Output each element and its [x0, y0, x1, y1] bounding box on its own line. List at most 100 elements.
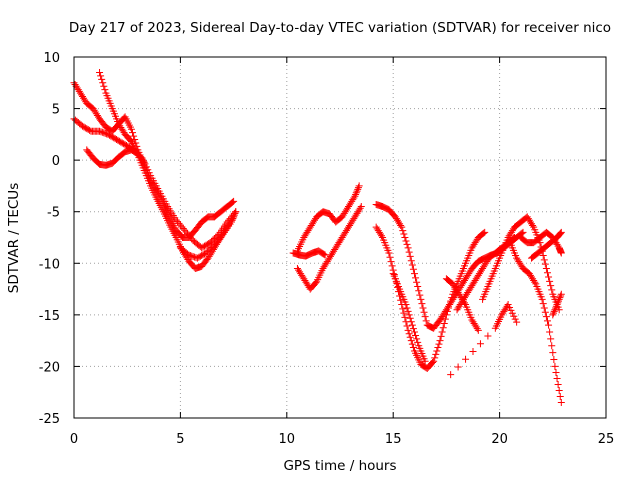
data-point [508, 309, 516, 317]
x-tick-labels: 0 5 10 15 20 25 [70, 432, 614, 447]
data-point [103, 130, 111, 138]
data-point [113, 136, 121, 144]
data-point [418, 300, 426, 308]
data-point [484, 332, 492, 340]
data-point [127, 125, 135, 133]
data-point [556, 393, 564, 401]
data-point [403, 322, 411, 330]
y-tick-label: 5 [52, 103, 60, 118]
data-point [399, 227, 407, 235]
data-point [354, 184, 362, 192]
data-point [441, 315, 449, 323]
data-point [189, 253, 197, 261]
data-point [320, 250, 328, 258]
y-tick-label: 0 [52, 154, 60, 169]
data-point [510, 234, 518, 241]
data-point [98, 75, 106, 83]
chart-title: Day 217 of 2023, Sidereal Day-to-day VTE… [69, 20, 611, 36]
data-point [445, 304, 453, 312]
data-point [98, 128, 106, 136]
data-point [210, 241, 218, 249]
data-point [404, 326, 412, 334]
data-point [401, 313, 409, 321]
data-point [541, 308, 549, 316]
data-point [408, 340, 416, 348]
data-point [397, 221, 405, 229]
data-point [557, 228, 565, 236]
data-point [230, 197, 238, 205]
data-point [387, 258, 395, 266]
data-point [218, 232, 226, 240]
data-point [388, 262, 396, 270]
x-tick-label: 25 [598, 432, 615, 447]
series-track-7 [293, 203, 365, 293]
data-point [554, 380, 562, 388]
series-track-8 [289, 247, 329, 260]
data-point [229, 215, 237, 223]
data-point [415, 287, 423, 295]
data-point [447, 297, 455, 305]
data-point [185, 231, 193, 239]
data-point [557, 229, 565, 237]
data-point [480, 229, 488, 237]
data-point [550, 307, 558, 315]
data-point [193, 254, 201, 262]
data-point [421, 313, 429, 321]
x-tick-label: 20 [491, 432, 508, 447]
data-point [232, 208, 240, 216]
data-point [410, 328, 418, 336]
data-point [547, 335, 555, 343]
series-track-16 [517, 228, 565, 257]
data-point [543, 269, 551, 277]
data-point [199, 251, 207, 259]
data-point [557, 292, 565, 300]
data-point [122, 142, 130, 150]
data-point [209, 242, 217, 250]
data-point [549, 349, 557, 357]
data-point [401, 234, 409, 241]
data-point [442, 311, 450, 319]
data-point [403, 240, 411, 248]
x-tick-label: 10 [279, 432, 296, 447]
data-point [416, 291, 424, 299]
data-point [195, 253, 203, 261]
data-point [413, 278, 421, 286]
axis-ticks [73, 56, 607, 419]
data-point [118, 139, 126, 147]
data-point [552, 368, 560, 376]
data-point [377, 232, 385, 240]
data-point [404, 244, 412, 252]
x-axis-label: GPS time / hours [283, 458, 396, 474]
data-point [104, 130, 112, 138]
data-point [227, 218, 235, 226]
data-point [545, 321, 553, 329]
data-point [519, 228, 527, 236]
data-point [414, 338, 422, 346]
data-point [547, 282, 555, 290]
y-tick-label: -20 [39, 360, 60, 375]
data-point [105, 131, 113, 139]
data-point [540, 304, 548, 312]
data-point [545, 273, 553, 281]
y-tick-label: -25 [39, 412, 60, 427]
plot-frame [73, 56, 607, 419]
data-point [406, 252, 414, 260]
data-point [549, 311, 557, 319]
data-point [203, 240, 211, 248]
series-track-3 [83, 146, 148, 169]
data-point [551, 362, 559, 370]
data-point [410, 270, 418, 278]
data-point [84, 126, 92, 134]
data-point [551, 306, 559, 314]
data-point [213, 237, 221, 245]
y-tick-labels: -25 -20 -15 -10 -5 0 5 10 [39, 51, 60, 427]
data-point [513, 318, 521, 326]
data-point [433, 347, 441, 355]
data-point [215, 236, 223, 244]
data-point [421, 357, 429, 365]
data-point [474, 326, 482, 334]
data-point [79, 122, 87, 130]
data-point [469, 347, 477, 355]
data-point [432, 350, 440, 358]
